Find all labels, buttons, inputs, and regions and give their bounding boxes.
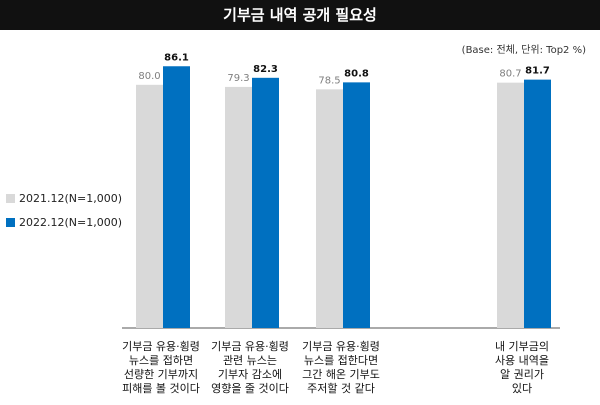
bar-series1-cat3	[316, 89, 343, 328]
bar-series2-cat3	[343, 82, 370, 328]
chart-title: 기부금 내역 공개 필요성	[0, 0, 600, 30]
value-label-series1-cat3: 78.5	[318, 75, 340, 86]
value-label-series2-cat1: 86.1	[164, 52, 189, 63]
value-label-series2-cat2: 82.3	[253, 64, 278, 75]
value-label-series2-cat3: 80.8	[344, 68, 369, 79]
value-label-series1-cat4: 80.7	[499, 69, 521, 80]
category-label-4: 내 기부금의 사용 내역을 알 권리가 있다	[494, 340, 550, 395]
base-note: (Base: 전체, 단위: Top2 %)	[461, 45, 586, 56]
legend-swatch-2021	[6, 193, 15, 203]
legend: 2021.12(N=1,000) 2022.12(N=1,000)	[6, 189, 122, 237]
category-label-3: 기부금 유용·횡령 뉴스를 접한다면 그간 해온 기부도 주저할 것 같다	[302, 340, 380, 395]
value-label-series1-cat2: 79.3	[227, 73, 249, 84]
bar-series1-cat1	[136, 84, 163, 328]
legend-item-2021: 2021.12(N=1,000)	[6, 189, 122, 207]
value-label-series2-cat4: 81.7	[525, 66, 550, 77]
legend-label-2022: 2022.12(N=1,000)	[19, 215, 123, 229]
category-label-2: 기부금 유용·횡령 관련 뉴스는 기부자 감소에 영향을 줄 것이다	[211, 340, 289, 395]
bar-series2-cat2	[252, 77, 279, 328]
bar-series2-cat4	[524, 79, 551, 329]
legend-swatch-2022	[6, 217, 15, 227]
legend-item-2022: 2022.12(N=1,000)	[6, 213, 122, 231]
bar-series1-cat2	[225, 86, 252, 328]
bar-series2-cat1	[163, 66, 190, 329]
bar-series1-cat4	[497, 82, 524, 328]
value-label-series1-cat1: 80.0	[138, 71, 160, 82]
legend-label-2021: 2021.12(N=1,000)	[19, 191, 123, 205]
category-label-1: 기부금 유용·횡령 뉴스를 접하면 선량한 기부까지 피해를 볼 것이다	[122, 340, 200, 395]
